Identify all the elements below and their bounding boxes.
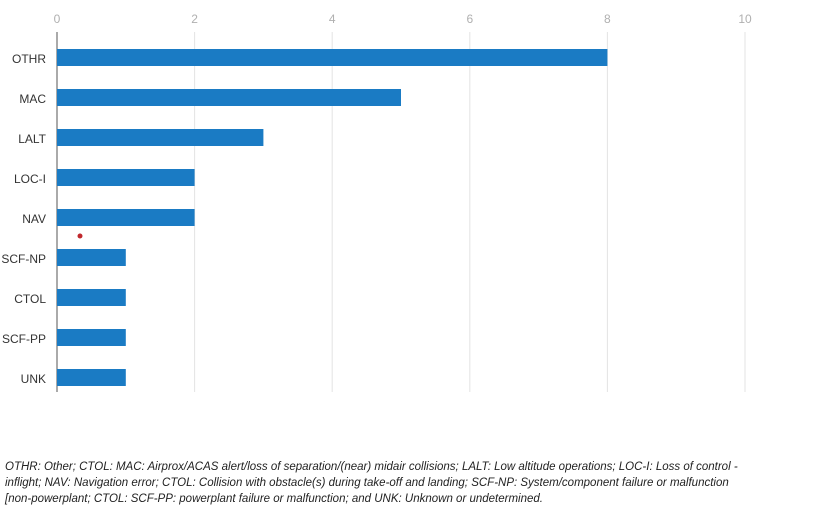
y-tick-label: OTHR (12, 52, 46, 66)
stray-dot (77, 233, 83, 239)
bar (57, 329, 126, 346)
bar (57, 89, 401, 106)
x-tick-label: 10 (738, 12, 752, 26)
footnote: OTHR: Other; CTOL: MAC: Airprox/ACAS ale… (5, 461, 738, 473)
x-tick-label: 2 (191, 12, 198, 26)
bar (57, 289, 126, 306)
y-tick-label: MAC (19, 92, 46, 106)
footnote: [non-powerplant; CTOL: SCF-PP: powerplan… (4, 493, 543, 505)
bar (57, 129, 264, 146)
footnote: inflight; NAV: Navigation error; CTOL: C… (5, 477, 729, 489)
x-tick-label: 6 (466, 12, 473, 26)
y-tick-label: SCF-PP (2, 332, 46, 346)
bar (57, 169, 195, 186)
bar (57, 49, 608, 66)
x-tick-label: 0 (54, 12, 61, 26)
y-tick-label: LOC-I (14, 172, 46, 186)
y-tick-label: CTOL (14, 292, 46, 306)
y-tick-label: SCF-NP (1, 252, 46, 266)
x-tick-label: 4 (329, 12, 336, 26)
x-tick-label: 8 (604, 12, 611, 26)
bar (57, 249, 126, 266)
y-tick-label: LALT (18, 132, 46, 146)
y-tick-label: UNK (21, 372, 46, 386)
y-tick-label: NAV (22, 212, 46, 226)
bar (57, 209, 195, 226)
bar (57, 369, 126, 386)
